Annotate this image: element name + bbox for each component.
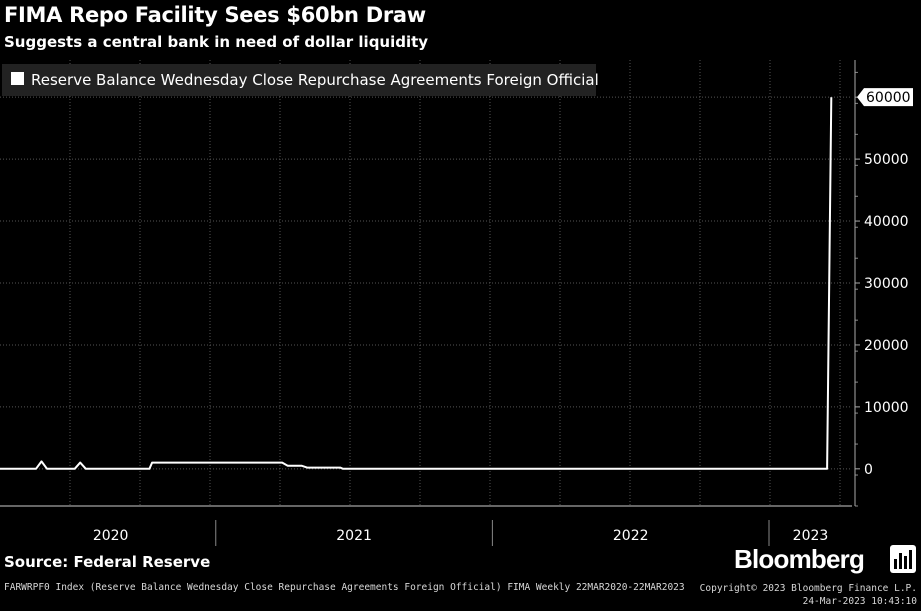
x-tick-label: 2022: [613, 528, 649, 544]
y-tick-label: 10000: [864, 400, 909, 416]
legend-box: [2, 64, 596, 96]
timestamp-text: 24-Mar-2023 10:43:10: [802, 596, 917, 607]
chart-title: FIMA Repo Facility Sees $60bn Draw: [4, 3, 426, 27]
grid: [0, 60, 852, 506]
chart-subtitle: Suggests a central bank in need of dolla…: [4, 33, 429, 51]
y-tick-label: 50000: [864, 152, 909, 168]
legend-label: Reserve Balance Wednesday Close Repurcha…: [31, 71, 599, 89]
bloomberg-logo: Bloomberg: [734, 544, 865, 574]
x-axis: 2020 2021 2022 2023: [0, 505, 852, 546]
y-tick-label: 20000: [864, 338, 909, 354]
y-tick-label: 30000: [864, 276, 909, 292]
series-layer: 60000: [0, 88, 913, 470]
y-tick-label: 0: [864, 462, 873, 478]
bloomberg-chart-icon: [890, 545, 916, 573]
x-tick-label: 2020: [93, 528, 129, 544]
series-line: [0, 97, 833, 470]
source-note: Source: Federal Reserve: [4, 553, 211, 571]
x-tick-label: 2021: [336, 528, 372, 544]
copyright-text: Copyright© 2023 Bloomberg Finance L.P.: [699, 583, 917, 594]
last-value-label: 60000: [866, 90, 911, 106]
last-value-marker: [857, 88, 913, 107]
copyright-block: Copyright© 2023 Bloomberg Finance L.P. 2…: [700, 582, 917, 608]
y-axis: 0 10000 20000 30000 40000 50000: [854, 60, 909, 507]
x-tick-label: 2023: [793, 528, 829, 544]
legend: Reserve Balance Wednesday Close Repurcha…: [2, 64, 599, 96]
y-tick-label: 40000: [864, 214, 909, 230]
legend-swatch: [11, 72, 24, 85]
index-description: FARWRPF0 Index (Reserve Balance Wednesda…: [4, 582, 685, 593]
